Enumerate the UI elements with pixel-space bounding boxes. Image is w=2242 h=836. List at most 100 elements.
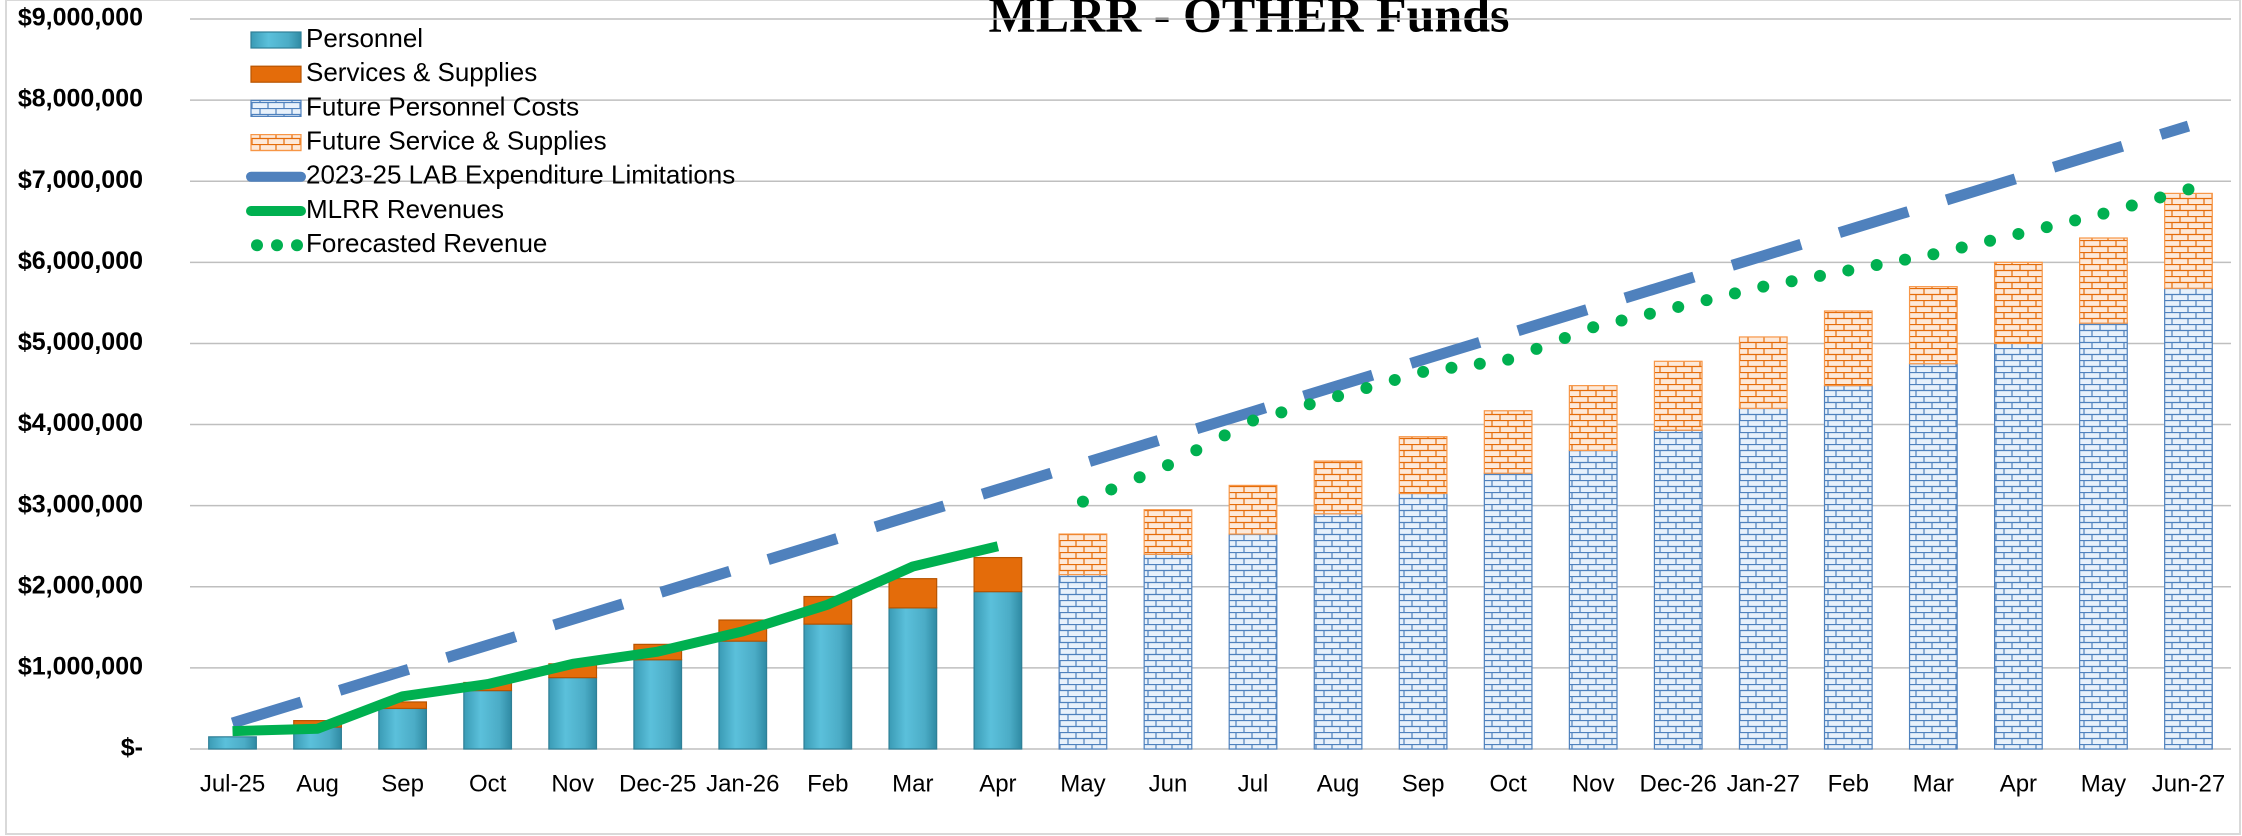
- line-dot: [1388, 373, 1401, 386]
- bar: [1483, 410, 1533, 474]
- legend-label: Personnel: [306, 23, 423, 53]
- x-tick-label: May: [2081, 770, 2126, 797]
- x-tick-label: Jul: [1238, 770, 1269, 797]
- line-dot: [1558, 332, 1571, 345]
- x-tick-label: Sep: [1402, 770, 1445, 797]
- bar: [633, 659, 683, 750]
- y-tick-label: $1,000,000: [18, 652, 143, 680]
- y-tick-label: $2,000,000: [18, 571, 143, 599]
- y-tick-label: $4,000,000: [18, 409, 143, 437]
- y-tick-label: $5,000,000: [18, 328, 143, 356]
- x-tick-label: Dec-25: [619, 770, 696, 797]
- bar: [1823, 385, 1873, 750]
- forecast-dot: [1757, 280, 1770, 293]
- bar: [1398, 436, 1448, 495]
- bar: [1738, 407, 1788, 750]
- chart-title: MLRR - OTHER Funds: [989, 0, 1510, 42]
- line-dot: [1899, 253, 1912, 266]
- x-tick-label: Jun: [1149, 770, 1188, 797]
- y-tick-label: $8,000,000: [18, 85, 143, 113]
- legend-label: Forecasted Revenue: [306, 228, 547, 258]
- line-dot: [2040, 221, 2053, 234]
- line-dot: [1303, 398, 1316, 411]
- bar: [1228, 533, 1278, 750]
- bar: [1313, 513, 1363, 750]
- forecast-dot: [1161, 459, 1174, 472]
- line-dot: [1615, 314, 1628, 327]
- legend-swatch: [250, 65, 302, 83]
- y-tick-label: $7,000,000: [18, 166, 143, 194]
- bar: [1653, 360, 1703, 431]
- bar: [2079, 322, 2128, 750]
- bar: [378, 707, 428, 750]
- line-dot: [1728, 287, 1741, 300]
- bar: [548, 677, 598, 750]
- bar: [1908, 286, 1958, 365]
- legend-label: Future Service & Supplies: [306, 125, 607, 155]
- bar: [1143, 509, 1193, 555]
- forecast-dot: [1842, 264, 1855, 277]
- bar: [2164, 287, 2213, 750]
- line-dot: [1218, 429, 1231, 442]
- forecast-dot: [1587, 321, 1600, 334]
- bar: [888, 607, 938, 750]
- bar: [1143, 553, 1193, 750]
- bar: [1313, 460, 1363, 515]
- legend-label: Services & Supplies: [306, 57, 537, 87]
- x-tick-label: Oct: [1489, 770, 1527, 797]
- bar: [888, 578, 938, 609]
- legend-swatch: [250, 99, 302, 118]
- bar: [1653, 429, 1703, 750]
- forecast-dot: [1502, 353, 1515, 366]
- legend-label: MLRR Revenues: [306, 194, 504, 224]
- bar: [1568, 385, 1618, 452]
- forecast-dot: [1076, 495, 1089, 508]
- forecast-dot: [1927, 248, 1940, 261]
- line-dot: [2125, 199, 2138, 212]
- bar: [2079, 237, 2128, 324]
- x-tick-label: Jun-27: [2152, 770, 2225, 797]
- forecast-dot: [1332, 390, 1345, 403]
- line: [232, 541, 1000, 737]
- bar: [463, 689, 513, 750]
- x-tick-label: Aug: [296, 770, 339, 797]
- y-tick-label: $3,000,000: [18, 490, 143, 518]
- x-tick-label: Apr: [2000, 770, 2037, 797]
- forecast-dot: [1247, 414, 1260, 427]
- line-dot: [1955, 241, 1968, 254]
- forecast-dot: [1417, 365, 1430, 378]
- line-dot: [1133, 471, 1146, 484]
- bar: [208, 736, 257, 750]
- line-dot: [1643, 307, 1656, 320]
- bar: [1058, 574, 1108, 750]
- y-tick-label: $9,000,000: [18, 4, 143, 32]
- forecast-dot: [1672, 300, 1685, 313]
- line-dot: [1190, 444, 1203, 457]
- line-dot: [2069, 214, 2082, 227]
- legend-swatch: [251, 239, 263, 252]
- line-dot: [1785, 275, 1798, 288]
- y-tick-label: $-: [121, 734, 143, 762]
- bar: [1398, 492, 1448, 750]
- bar: [1568, 449, 1618, 750]
- line-dot: [1105, 483, 1118, 496]
- forecast-dot: [2182, 183, 2195, 196]
- x-tick-label: Dec-26: [1640, 770, 1717, 797]
- x-tick-label: Feb: [807, 770, 848, 797]
- line-dot: [1360, 382, 1373, 395]
- legend-swatch: [250, 31, 302, 49]
- line: [230, 120, 2191, 729]
- forecast-dot: [2012, 227, 2025, 240]
- line-dot: [1984, 234, 1997, 247]
- bar: [973, 591, 1023, 750]
- legend-swatch: [271, 239, 283, 252]
- bar: [1738, 336, 1788, 409]
- x-tick-label: Jan-27: [1727, 770, 1800, 797]
- x-tick-label: Mar: [1913, 770, 1954, 797]
- line-dot: [1530, 342, 1543, 355]
- line-dot: [1473, 357, 1486, 370]
- bar: [718, 640, 768, 750]
- x-tick-label: Nov: [1572, 770, 1615, 797]
- line-dot: [1700, 294, 1713, 307]
